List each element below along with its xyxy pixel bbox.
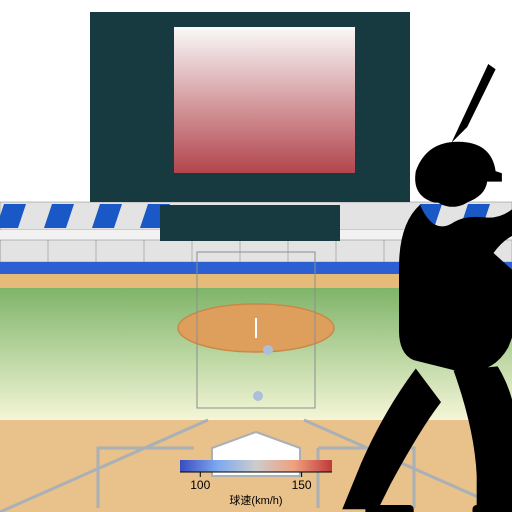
scoreboard-screen [173, 26, 356, 174]
legend-tick: 100 [190, 478, 210, 492]
pitch-marker [253, 391, 263, 401]
pitch-location-chart: 100 150 球速(km/h) [0, 0, 512, 512]
speed-legend [180, 460, 332, 472]
legend-label: 球速(km/h) [229, 493, 282, 507]
pitch-marker [263, 345, 273, 355]
scoreboard-foot [160, 205, 340, 241]
legend-tick: 150 [292, 478, 312, 492]
